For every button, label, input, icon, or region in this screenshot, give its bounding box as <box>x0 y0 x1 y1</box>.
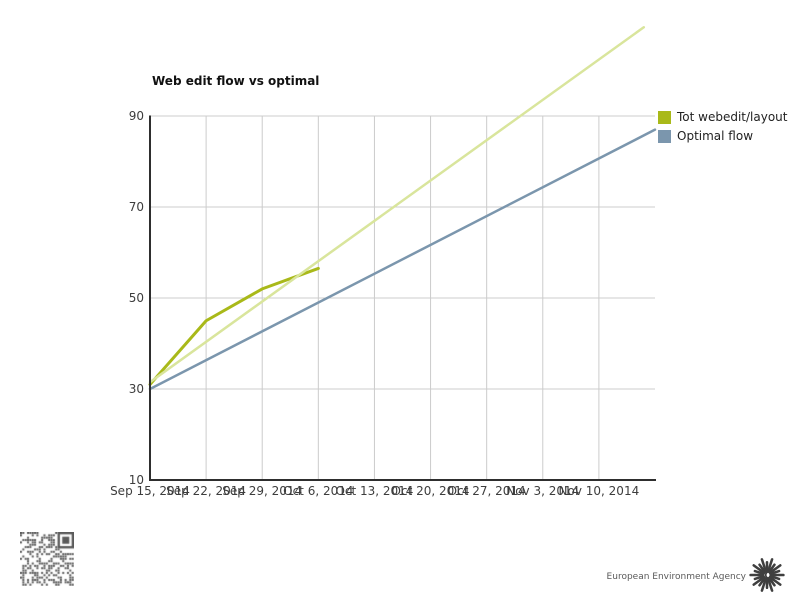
plot-area <box>148 26 657 481</box>
chart-canvas <box>148 26 657 481</box>
logo-ray <box>768 575 782 586</box>
agency-name: European Environment Agency <box>606 572 746 582</box>
logo-ray <box>753 569 765 576</box>
x-tick-label: Oct 13, 2014 <box>335 484 414 498</box>
logo-center <box>764 570 774 580</box>
legend-label: Tot webedit/layout <box>677 110 788 124</box>
legend: Tot webedit/layout Optimal flow <box>658 110 788 148</box>
logo-ray <box>753 574 765 581</box>
logo-ray <box>758 563 767 574</box>
logo-ray <box>767 576 776 587</box>
series-line <box>148 26 646 384</box>
x-tick-label: Sep 15, 2014 <box>110 484 190 498</box>
x-tick-label: Oct 6, 2014 <box>283 484 354 498</box>
y-tick-label: 10 <box>128 473 144 487</box>
y-tick-label: 90 <box>128 109 144 123</box>
logo-ray <box>766 577 774 592</box>
qr-code <box>20 532 74 586</box>
logo-ray <box>766 558 774 573</box>
logo-ray <box>768 564 782 575</box>
series-line <box>148 128 657 391</box>
legend-swatch <box>658 129 671 143</box>
logo-ray <box>760 577 768 592</box>
x-tick-label: Nov 10, 2014 <box>558 484 640 498</box>
eea-sunburst-logo <box>749 558 785 592</box>
logo-ray <box>752 575 766 586</box>
logo-ray <box>760 558 768 573</box>
x-tick-label: Oct 27, 2014 <box>447 484 526 498</box>
x-tick-label: Sep 22, 2014 <box>166 484 247 498</box>
y-tick-label: 30 <box>128 382 144 396</box>
legend-label: Optimal flow <box>677 129 754 143</box>
y-tick-label: 50 <box>128 291 144 305</box>
legend-item: Tot webedit/layout <box>658 110 788 124</box>
logo-ray <box>767 563 776 574</box>
chart-title: Web edit flow vs optimal <box>152 74 320 88</box>
y-tick-label: 70 <box>128 200 144 214</box>
series-line <box>148 266 320 386</box>
x-tick-label: Oct 20, 2014 <box>391 484 470 498</box>
logo-ray <box>752 564 766 575</box>
legend-swatch <box>658 110 671 124</box>
logo-ray <box>758 576 767 587</box>
x-tick-label: Sep 29, 2014 <box>222 484 303 498</box>
legend-item: Optimal flow <box>658 129 788 143</box>
x-tick-label: Nov 3, 2014 <box>506 484 580 498</box>
